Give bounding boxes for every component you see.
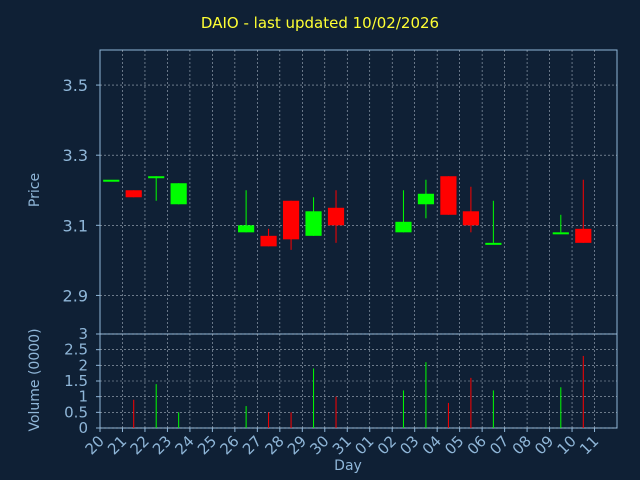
x-axis: 2021222324252627282930310102030405060708…: [82, 428, 602, 458]
price-tick-label: 3.5: [63, 76, 88, 95]
volume-tick-label: 1.5: [64, 372, 88, 390]
candle-body: [125, 190, 142, 198]
candle-body: [305, 211, 322, 236]
price-panel: 2.9 3.1 3.3 3.5: [63, 49, 618, 335]
price-tick-label: 2.9: [63, 286, 88, 305]
volume-tick-label: 0.5: [64, 403, 88, 421]
candle-body: [395, 221, 412, 233]
volume-tick-label: 3: [78, 325, 88, 343]
candle-body: [552, 232, 569, 235]
candle-body: [575, 228, 592, 243]
volume-panel: 00.511.522.53: [64, 325, 618, 437]
candle-body: [417, 193, 435, 205]
price-tick-label: 3.3: [63, 146, 88, 165]
x-axis-label-wrap: Day: [0, 458, 640, 474]
candle-body: [148, 176, 165, 179]
volume-tick-label: 1: [78, 388, 88, 406]
candle-body: [170, 183, 187, 205]
volume-tick-label: 0: [78, 419, 88, 437]
chart-title: DAIO - last updated 10/02/2026: [200, 14, 440, 32]
x-axis-label: Day: [334, 458, 362, 474]
volume-tick-label: 2: [78, 356, 88, 374]
candle-body: [462, 211, 479, 226]
candle-body: [282, 200, 300, 240]
candle-body: [327, 207, 345, 226]
volume-tick-label: 2.5: [64, 341, 88, 359]
x-tick-label: 11: [576, 432, 602, 458]
candle-body: [260, 235, 277, 247]
candle-body: [238, 225, 255, 233]
candle-body: [485, 242, 502, 245]
candle-body: [103, 179, 120, 182]
candle-body: [440, 176, 457, 215]
price-tick-label: 3.1: [63, 216, 88, 235]
